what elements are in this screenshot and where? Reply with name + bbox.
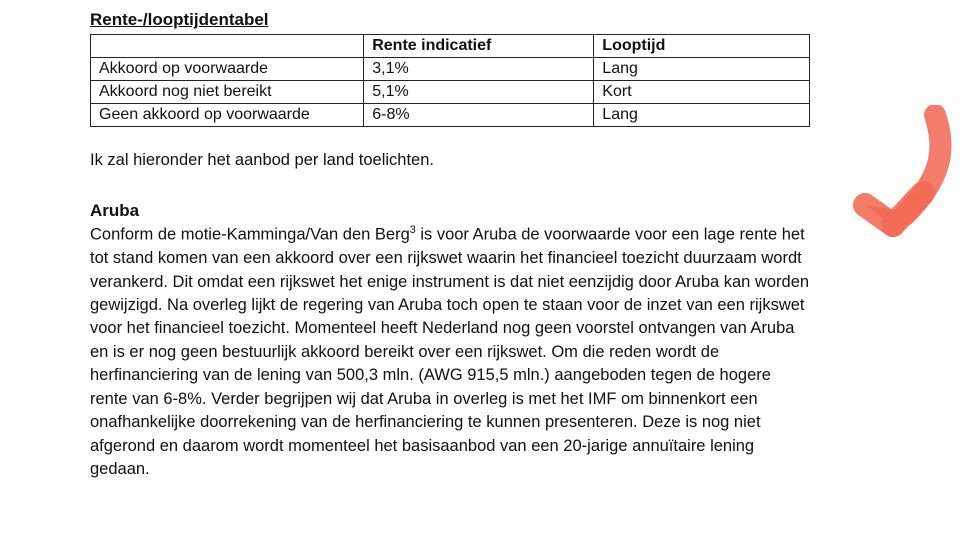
table-row: Akkoord op voorwaarde 3,1% Lang (91, 58, 810, 81)
table-cell: 5,1% (364, 81, 594, 104)
table-cell: Lang (594, 58, 810, 81)
annotation-arrow-icon (795, 105, 955, 285)
table-row: Geen akkoord op voorwaarde 6-8% Lang (91, 104, 810, 127)
section-heading-aruba: Aruba (90, 201, 810, 221)
table-header-row: Rente indicatief Looptijd (91, 35, 810, 58)
table-cell: Akkoord op voorwaarde (91, 58, 364, 81)
body-pre: Conform de motie-Kamminga/Van den Berg (90, 226, 410, 244)
rate-duration-table: Rente indicatief Looptijd Akkoord op voo… (90, 34, 810, 127)
table-cell: Kort (594, 81, 810, 104)
lead-paragraph: Ik zal hieronder het aanbod per land toe… (90, 149, 810, 171)
table-row: Akkoord nog niet bereikt 5,1% Kort (91, 81, 810, 104)
table-cell: Geen akkoord op voorwaarde (91, 104, 364, 127)
table-cell: 6-8% (364, 104, 594, 127)
section-body-aruba: Conform de motie-Kamminga/Van den Berg3 … (90, 223, 810, 481)
body-post: is voor Aruba de voorwaarde voor een lag… (90, 226, 809, 478)
table-header-cell (91, 35, 364, 58)
table-cell: Akkoord nog niet bereikt (91, 81, 364, 104)
document-page: Rente-/looptijdentabel Rente indicatief … (90, 10, 810, 481)
table-header-cell: Rente indicatief (364, 35, 594, 58)
table-header-cell: Looptijd (594, 35, 810, 58)
table-cell: 3,1% (364, 58, 594, 81)
table-title: Rente-/looptijdentabel (90, 10, 810, 30)
table-cell: Lang (594, 104, 810, 127)
